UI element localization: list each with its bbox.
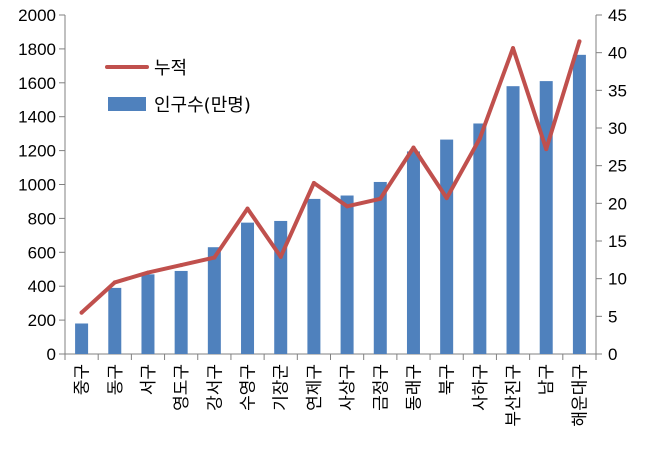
category-label: 사하구 bbox=[471, 364, 491, 411]
left-tick-label: 600 bbox=[28, 243, 56, 262]
bar bbox=[241, 222, 255, 354]
bar bbox=[108, 287, 122, 354]
left-tick-label: 400 bbox=[28, 277, 56, 296]
legend-line-label: 누적 bbox=[154, 58, 187, 79]
left-tick-label: 1600 bbox=[18, 74, 56, 93]
cumulative-line bbox=[79, 39, 582, 315]
bar bbox=[406, 151, 420, 354]
category-label: 남구 bbox=[537, 364, 557, 395]
category-label: 영도구 bbox=[172, 364, 192, 411]
line-point bbox=[278, 254, 283, 259]
left-tick-label: 2000 bbox=[18, 6, 56, 25]
bar bbox=[506, 86, 520, 354]
left-tick-label: 0 bbox=[47, 345, 56, 364]
right-tick-label: 5 bbox=[608, 307, 617, 326]
line-point bbox=[345, 204, 350, 209]
right-tick-label: 25 bbox=[608, 157, 627, 176]
left-tick-label: 1000 bbox=[18, 176, 56, 195]
right-axis-ticks: 0 5 10 15 20 25 30 35 40 45 bbox=[596, 6, 627, 364]
left-tick-label: 800 bbox=[28, 209, 56, 228]
bar bbox=[141, 274, 155, 354]
right-tick-label: 20 bbox=[608, 194, 627, 213]
line-series bbox=[79, 39, 582, 315]
category-label: 중구 bbox=[73, 364, 93, 395]
legend-bar-label: 인구수(만명) bbox=[154, 95, 251, 116]
left-tick-label: 1800 bbox=[18, 40, 56, 59]
bar bbox=[539, 81, 553, 354]
category-label: 수영구 bbox=[239, 364, 259, 411]
category-label: 사상구 bbox=[338, 364, 358, 411]
legend: 누적 인구수(만명) bbox=[105, 58, 251, 116]
category-label: 기장군 bbox=[272, 364, 292, 411]
right-tick-label: 40 bbox=[608, 44, 627, 63]
line-point bbox=[245, 206, 250, 211]
right-tick-label: 30 bbox=[608, 119, 627, 138]
bar bbox=[207, 247, 221, 354]
right-tick-label: 45 bbox=[608, 6, 627, 25]
category-label: 동래구 bbox=[404, 364, 424, 411]
bar bbox=[473, 123, 487, 354]
category-label: 북구 bbox=[438, 364, 458, 395]
category-label: 부산진구 bbox=[504, 364, 524, 427]
category-labels: 중구 동구 서구 영도구 강서구 수영구 기장군 연제구 사상구 금정구 동래구 북구 사하구 부산진구 남… bbox=[73, 364, 591, 427]
bar bbox=[174, 270, 188, 354]
category-label: 동구 bbox=[106, 364, 126, 395]
line-point bbox=[444, 196, 449, 201]
bar bbox=[440, 139, 454, 354]
line-point bbox=[577, 39, 582, 44]
line-point bbox=[79, 310, 84, 315]
line-point bbox=[112, 280, 117, 285]
left-tick-label: 1200 bbox=[18, 142, 56, 161]
right-tick-label: 15 bbox=[608, 232, 627, 251]
line-point bbox=[411, 145, 416, 150]
category-label: 해운대구 bbox=[570, 364, 590, 427]
right-tick-label: 35 bbox=[608, 81, 627, 100]
line-point bbox=[544, 147, 549, 152]
bar bbox=[572, 54, 586, 355]
legend-bar-swatch bbox=[108, 97, 146, 111]
line-point bbox=[477, 136, 482, 141]
left-tick-label: 1400 bbox=[18, 108, 56, 127]
left-tick-label: 200 bbox=[28, 311, 56, 330]
category-label: 강서구 bbox=[205, 364, 225, 411]
category-label: 연제구 bbox=[305, 364, 325, 411]
bar bbox=[274, 220, 288, 354]
line-point bbox=[179, 263, 184, 268]
line-point bbox=[145, 270, 150, 275]
bar-series bbox=[75, 54, 586, 355]
category-label: 금정구 bbox=[371, 364, 391, 411]
bar bbox=[340, 195, 354, 354]
bar bbox=[75, 323, 89, 354]
category-label: 서구 bbox=[139, 364, 159, 395]
bar bbox=[307, 198, 321, 354]
left-axis-ticks: 0 200 400 600 800 1000 1200 1400 1600 1800 2000 bbox=[18, 6, 65, 364]
line-point bbox=[212, 255, 217, 260]
line-point bbox=[511, 46, 516, 51]
right-tick-label: 10 bbox=[608, 270, 627, 289]
right-tick-label: 0 bbox=[608, 345, 617, 364]
line-point bbox=[311, 180, 316, 185]
line-point bbox=[378, 196, 383, 201]
bar bbox=[373, 181, 387, 354]
